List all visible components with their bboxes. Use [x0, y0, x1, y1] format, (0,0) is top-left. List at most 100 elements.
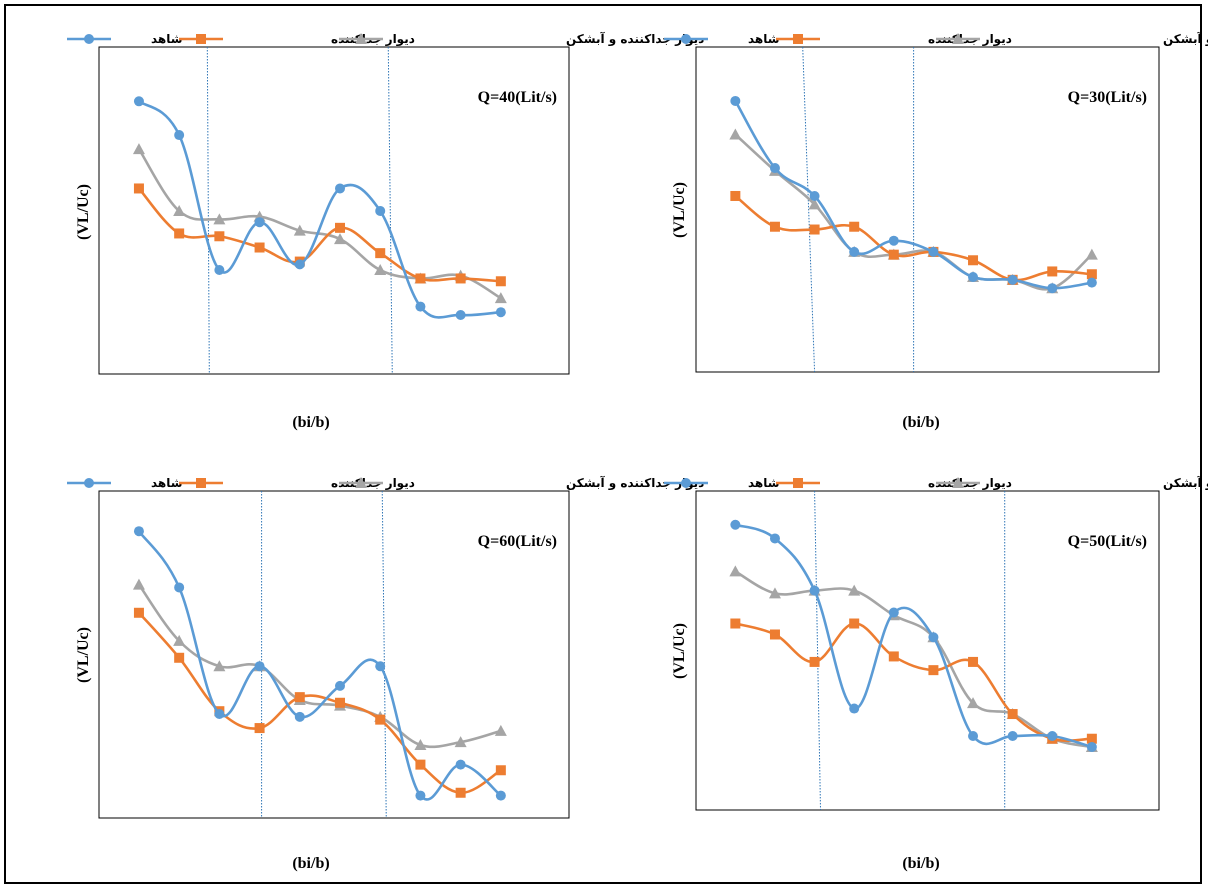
data-point-divider-10: [1086, 733, 1097, 744]
data-point-divider-10: [495, 276, 506, 287]
data-point-divider-7: [375, 714, 386, 725]
data-point-divider-10: [1086, 269, 1097, 280]
x-axis-label: (bi/b): [902, 414, 939, 431]
data-point-shahed-2: [174, 130, 185, 141]
data-point-shahed-3: [214, 709, 225, 720]
guide-line-2: [387, 46, 393, 375]
data-point-divider-7: [968, 656, 979, 667]
data-point-divider_breaker-4: [848, 584, 861, 596]
data-point-shahed-3: [214, 265, 225, 276]
data-point-divider-6: [928, 665, 939, 676]
data-point-divider_breaker-2: [768, 587, 781, 599]
data-point-divider_breaker-10: [494, 292, 507, 304]
data-point-shahed-4: [849, 703, 860, 714]
data-point-shahed-2: [769, 163, 780, 174]
data-point-shahed-8: [415, 301, 426, 312]
data-point-shahed-1: [133, 96, 144, 107]
legend-marker-shahed: [681, 34, 691, 44]
data-point-shahed-9: [455, 759, 466, 770]
series-line-divider_breaker: [734, 133, 1093, 291]
data-point-divider_breaker-5: [293, 224, 306, 236]
data-point-divider-1: [133, 607, 144, 618]
data-point-divider-5: [888, 249, 899, 260]
series-line-shahed: [734, 100, 1093, 290]
data-point-divider-6: [335, 697, 346, 708]
legend-marker-divider_breaker: [952, 33, 964, 44]
data-point-shahed-7: [375, 661, 386, 672]
guide-line-1: [814, 490, 822, 811]
series-line-divider: [137, 187, 501, 283]
legend-label-shahed: شاهد: [151, 476, 183, 490]
data-point-divider-9: [455, 787, 466, 798]
legend-marker-divider_breaker: [355, 477, 367, 488]
data-point-divider-2: [174, 228, 185, 239]
data-point-divider-10: [495, 765, 506, 776]
legend-label-shahed: شاهد: [748, 476, 780, 490]
x-axis-label: (bi/b): [292, 855, 329, 872]
chart-title: Q=60(Lit/s): [478, 533, 557, 550]
data-point-divider-2: [769, 629, 780, 640]
data-point-shahed-1: [133, 526, 144, 537]
data-point-divider-8: [415, 273, 426, 284]
data-point-divider_breaker-1: [729, 128, 742, 140]
data-point-shahed-5: [294, 711, 305, 722]
data-point-divider_breaker-6: [334, 233, 347, 245]
chart-panel-3: Q=60(Lit/s)(bi/b)(VL/Uc)شاهد دیوار جداکنن…: [67, 475, 704, 872]
data-point-divider_breaker-8: [414, 738, 427, 750]
series-line-divider: [137, 611, 502, 795]
data-point-divider_breaker-7: [374, 264, 387, 276]
data-point-shahed-3: [809, 190, 820, 201]
series-line-divider_breaker: [137, 148, 502, 300]
data-point-divider_breaker-7: [967, 697, 980, 709]
legend-marker-divider_breaker: [355, 33, 367, 44]
x-axis-label: (bi/b): [292, 414, 329, 431]
data-point-shahed-2: [769, 533, 780, 544]
legend-marker-divider: [793, 478, 803, 488]
y-axis-label: (VL/Uc): [75, 184, 92, 240]
data-point-divider_breaker-2: [173, 634, 186, 646]
series-line-shahed: [734, 523, 1093, 749]
chart-panel-4: Q=50(Lit/s)(bi/b)(VL/Uc)شاهد دیوار جداکنن…: [664, 475, 1208, 872]
plot-area: [695, 490, 1160, 811]
data-point-divider_breaker-3: [213, 660, 226, 672]
data-point-shahed-4: [849, 246, 860, 257]
data-point-shahed-7: [375, 205, 386, 216]
data-point-shahed-9: [1047, 730, 1058, 741]
data-point-divider-4: [254, 723, 265, 734]
legend-marker-shahed: [84, 478, 94, 488]
series-line-divider: [734, 194, 1092, 282]
data-point-shahed-6: [928, 246, 939, 257]
legend-label-divider_breaker: دیوار جداکننده و آبشکن: [566, 31, 704, 47]
data-point-divider_breaker-3: [213, 213, 226, 225]
series-line-divider_breaker: [734, 570, 1093, 749]
data-point-shahed-7: [968, 272, 979, 283]
data-point-divider-1: [730, 618, 741, 629]
data-point-shahed-6: [928, 632, 939, 643]
chart-panel-1: Q=40(Lit/s)(bi/b)(VL/Uc)شاهد دیوار جداکنن…: [67, 31, 704, 431]
series-line-shahed: [138, 100, 501, 319]
data-point-divider-6: [335, 222, 346, 233]
chart-title: Q=40(Lit/s): [478, 89, 557, 106]
plot-area: [98, 490, 570, 819]
data-point-divider-8: [415, 759, 426, 770]
data-point-divider_breaker-3: [808, 198, 821, 210]
chart-title: Q=50(Lit/s): [1068, 533, 1147, 550]
data-point-divider-8: [1007, 709, 1018, 720]
data-point-divider-9: [1047, 266, 1058, 277]
data-point-shahed-7: [968, 730, 979, 741]
legend-marker-divider: [196, 478, 206, 488]
data-point-divider-1: [133, 183, 144, 194]
data-point-shahed-9: [1047, 283, 1058, 294]
y-axis-label: (VL/Uc): [671, 182, 688, 238]
series-line-shahed: [137, 530, 502, 801]
data-point-shahed-3: [809, 585, 820, 596]
data-point-shahed-1: [730, 519, 741, 530]
data-point-divider-2: [174, 652, 185, 663]
guide-line-1: [206, 46, 210, 375]
data-point-divider_breaker-10: [494, 724, 507, 736]
legend-marker-shahed: [681, 478, 691, 488]
data-point-shahed-6: [335, 183, 346, 194]
data-point-divider-2: [769, 221, 780, 232]
